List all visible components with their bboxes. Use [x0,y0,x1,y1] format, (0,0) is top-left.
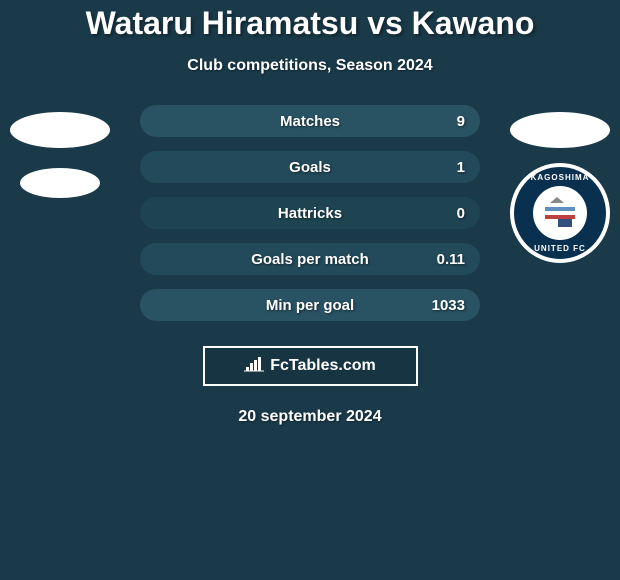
subtitle: Club competitions, Season 2024 [187,57,432,75]
stat-row-goals-per-match: Goals per match 0.11 [140,243,480,275]
stat-row-min-per-goal: Min per goal 1033 [140,289,480,321]
page-title: Wataru Hiramatsu vs Kawano [86,5,535,42]
stat-value: 1 [457,159,465,176]
stat-label: Hattricks [278,205,342,222]
footer-attribution[interactable]: FcTables.com [203,346,418,386]
stat-row-matches: Matches 9 [140,105,480,137]
stat-label: Matches [280,113,340,130]
chart-icon [244,355,264,378]
stat-value: 1033 [432,297,465,314]
update-date: 20 september 2024 [238,408,381,426]
stats-list: Matches 9 Goals 1 Hattricks 0 Goals per … [140,105,480,321]
stat-value: 9 [457,113,465,130]
stat-value: 0.11 [437,251,465,268]
stat-label: Min per goal [266,297,354,314]
stat-label: Goals [289,159,331,176]
footer-site-name: FcTables.com [270,357,376,375]
stat-value: 0 [457,205,465,222]
stat-label: Goals per match [251,251,369,268]
stat-row-hattricks: Hattricks 0 [140,197,480,229]
stat-row-goals: Goals 1 [140,151,480,183]
